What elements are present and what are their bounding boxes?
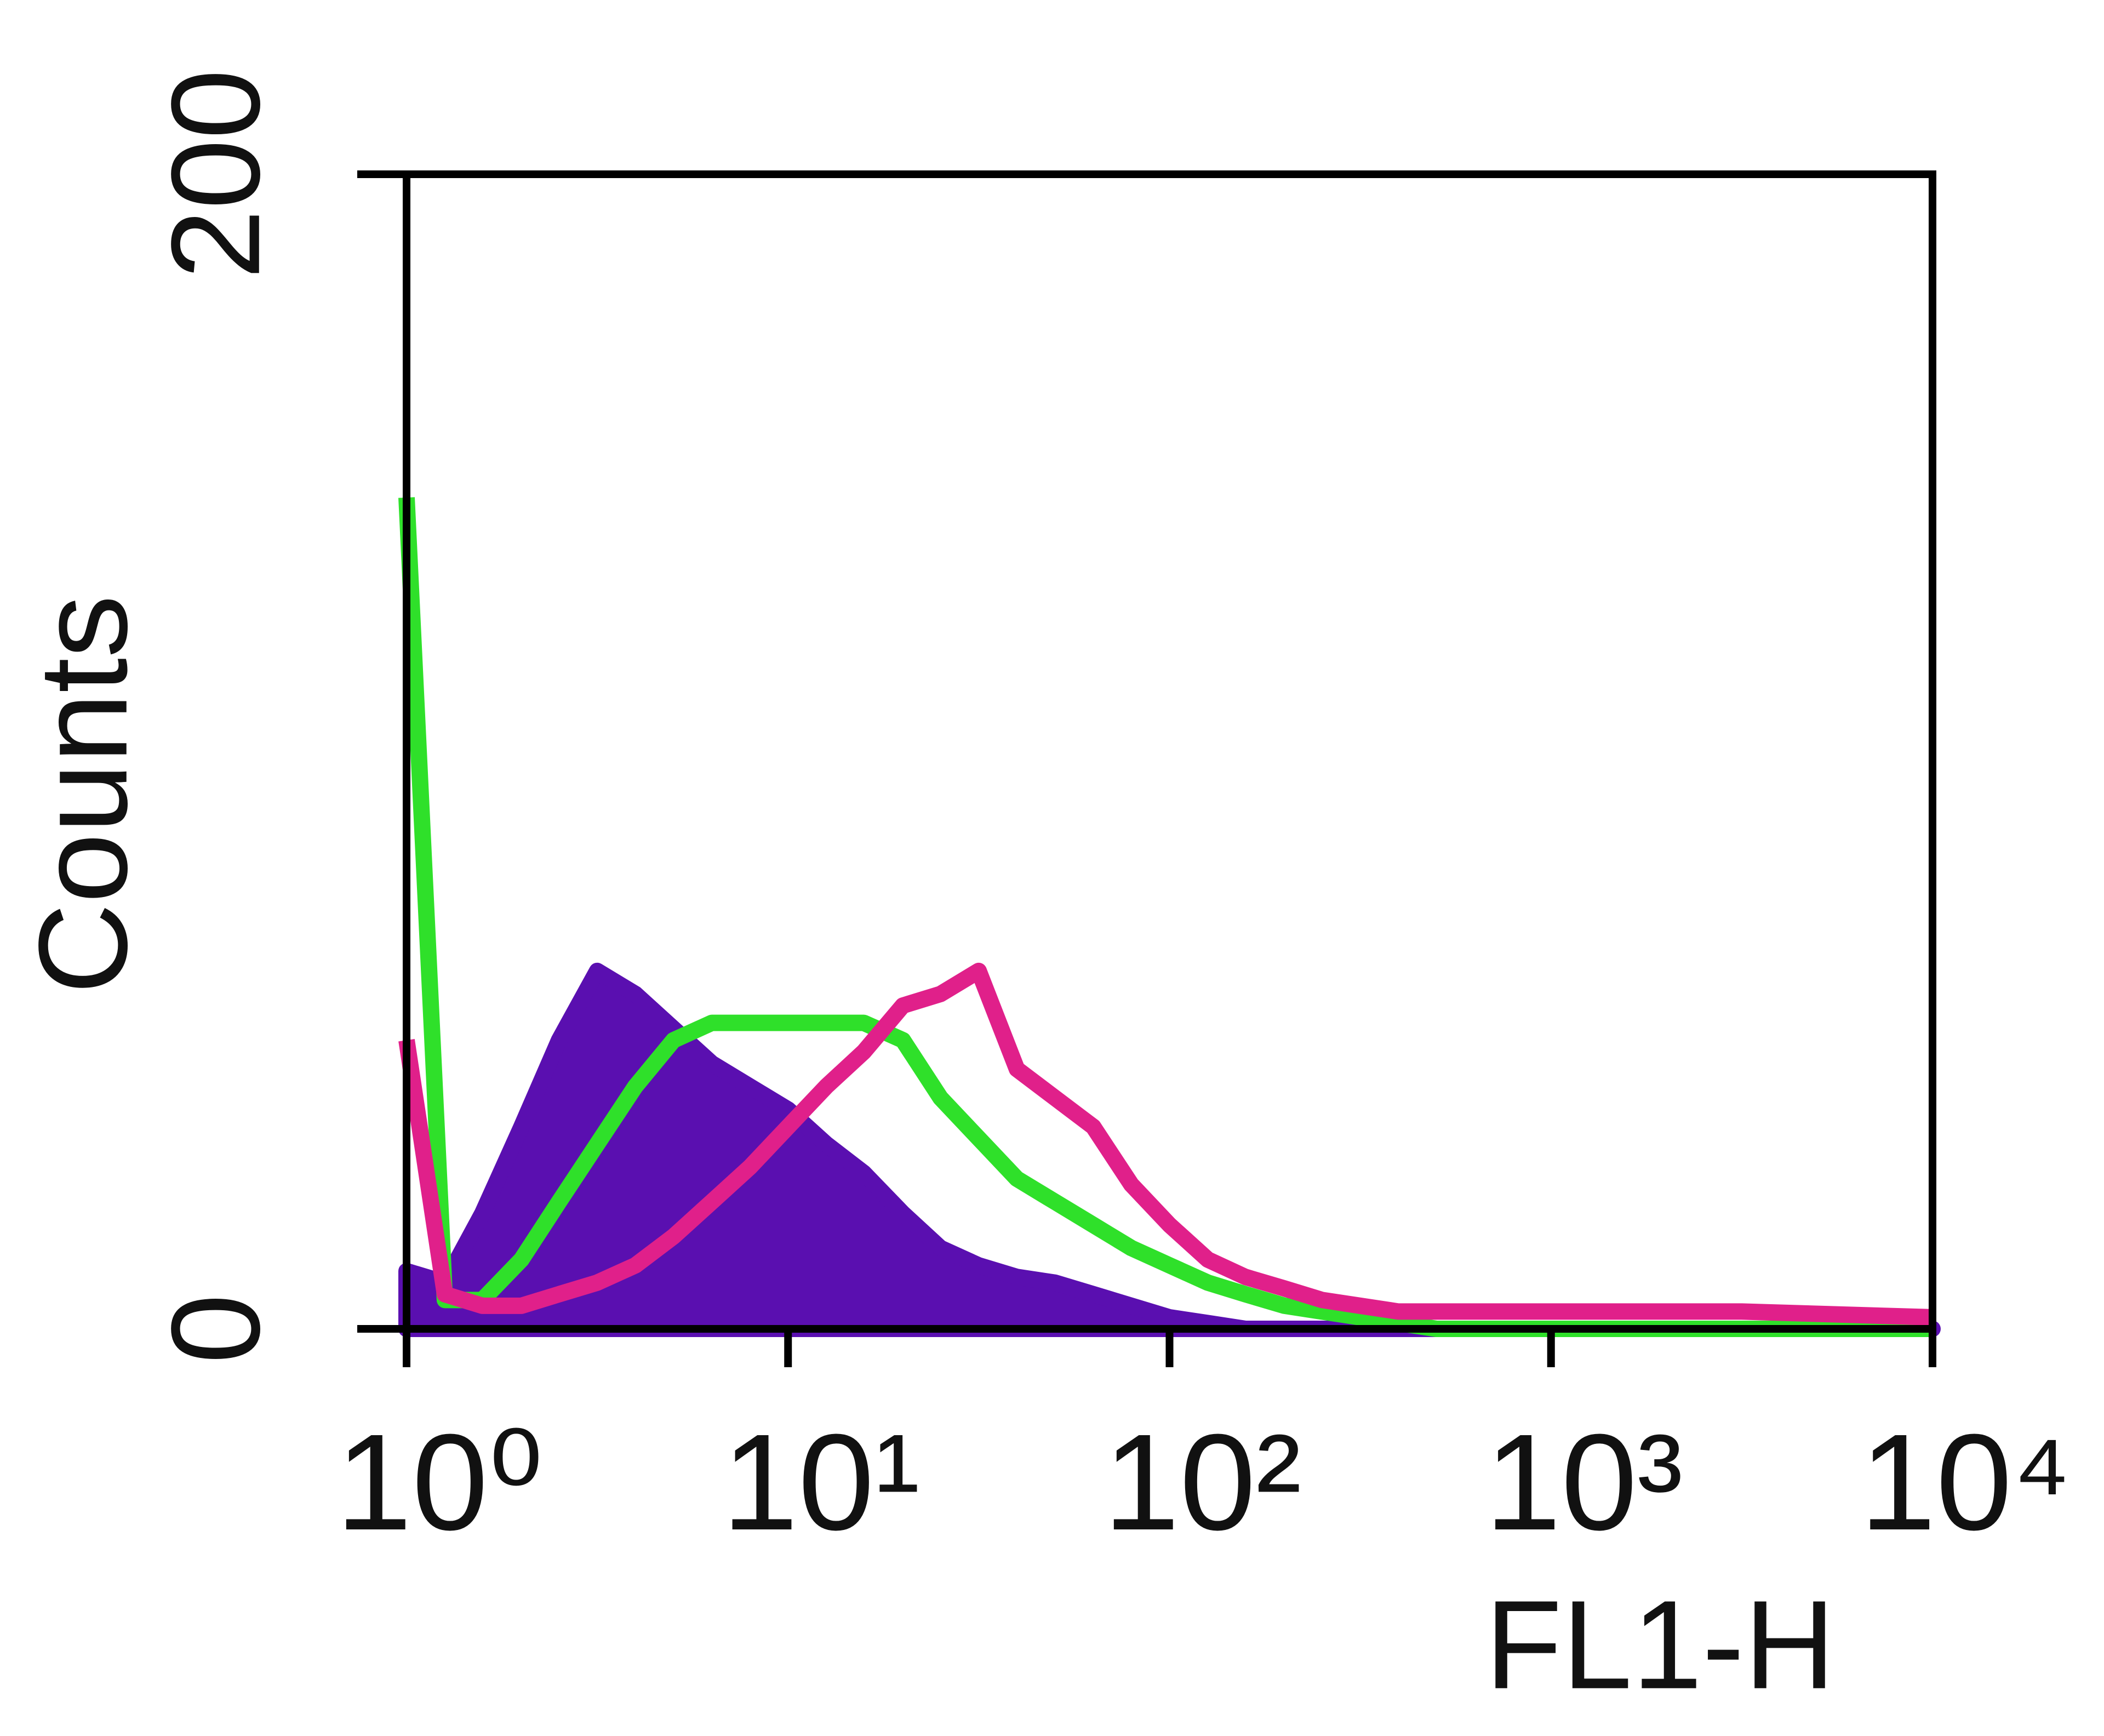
x-tick-label: 10⁴ <box>1860 1406 2071 1558</box>
x-axis-label: FL1-H <box>1485 1574 1835 1715</box>
x-tick-label: 10³ <box>1485 1406 1683 1558</box>
y-tick-label: 200 <box>145 69 286 279</box>
y-tick-label: 0 <box>145 1294 286 1364</box>
histogram-line <box>398 962 1933 1326</box>
x-tick-label: 10¹ <box>722 1406 920 1558</box>
histogram-area <box>398 962 1941 1337</box>
x-tick-label: 10² <box>1104 1406 1301 1558</box>
x-tick-label: 10⁰ <box>336 1406 543 1558</box>
y-axis-label: Counts <box>13 595 153 995</box>
